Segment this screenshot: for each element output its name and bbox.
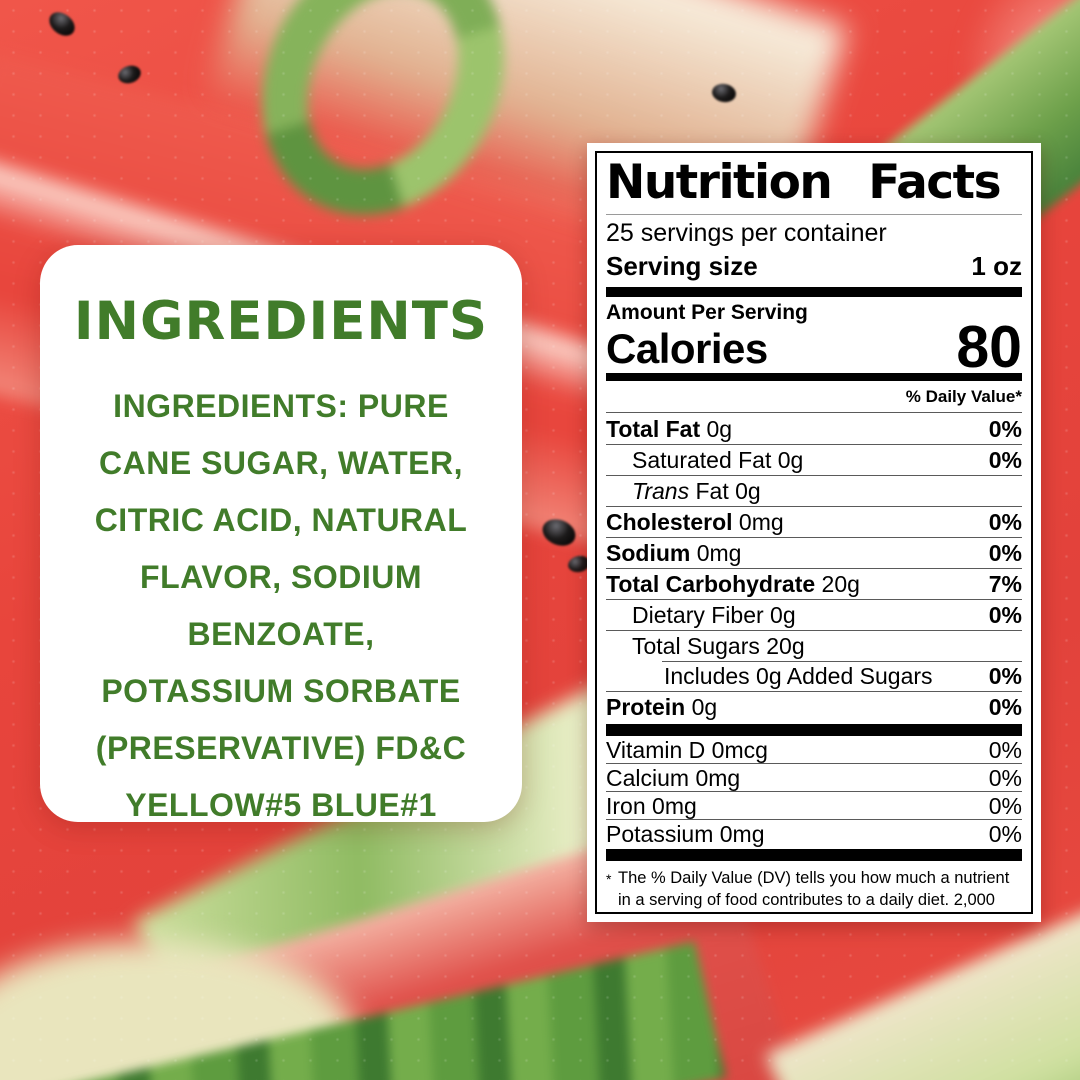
nutrient-row: Saturated Fat 0g 0% xyxy=(606,443,1022,475)
nutrient-row: Total Fat 0g 0% xyxy=(606,415,1022,442)
nutrient-row: Total Sugars 20g xyxy=(606,629,1022,661)
servings-per-container: 25 servings per container xyxy=(606,219,887,247)
nutrient-row: Trans Fat 0g xyxy=(606,474,1022,506)
vitamin-rows: Vitamin D 0mcg 0% Calcium 0mg 0% Iron 0mg 0% P… xyxy=(606,736,1022,847)
nutrient-row: Cholesterol 0mg 0% xyxy=(606,505,1022,537)
daily-value-footnote: * The % Daily Value (DV) tells you how m… xyxy=(606,861,1022,912)
nutrition-facts-title: Nutrition Facts xyxy=(606,155,1022,215)
nutrition-facts-label: Nutrition Facts 25 servings per containe… xyxy=(587,143,1041,922)
nutrition-facts-border: Nutrition Facts 25 servings per containe… xyxy=(595,151,1033,914)
nutrient-row: Sodium 0mg 0% xyxy=(606,536,1022,568)
nutrient-row: Calcium 0mg 0% xyxy=(606,763,1022,791)
ingredients-title: INGREDIENTS xyxy=(73,291,489,352)
nutrient-row: Dietary Fiber 0g 0% xyxy=(606,598,1022,630)
calories-label: Calories xyxy=(606,325,768,372)
nutrient-row: Total Carbohydrate 20g 7% xyxy=(606,567,1022,599)
calories-row: Calories 80 xyxy=(606,314,1022,380)
thick-divider-bar xyxy=(606,724,1022,736)
daily-value-header: % Daily Value* xyxy=(606,381,1022,413)
nutrient-rows: Total Fat 0g 0% Saturated Fat 0g 0% Trans Fa… xyxy=(606,413,1022,722)
nutrient-row: Potassium 0mg 0% xyxy=(606,819,1022,847)
nutrient-row: Protein 0g 0% xyxy=(606,691,1022,722)
footnote-text: The % Daily Value (DV) tells you how muc… xyxy=(618,869,1010,909)
nutrient-row: Vitamin D 0mcg 0% xyxy=(606,737,1022,763)
nutrient-row: Includes 0g Added Sugars 0% xyxy=(606,660,1022,692)
thick-divider-bar xyxy=(606,287,1022,297)
nutrient-row: Iron 0mg 0% xyxy=(606,791,1022,819)
ingredients-card: INGREDIENTS INGREDIENTS: PURE CANE SUGAR… xyxy=(40,245,522,823)
serving-size-row: Serving size 1 oz xyxy=(606,249,1022,287)
calories-value: 80 xyxy=(956,314,1022,380)
footnote-asterisk: * xyxy=(606,871,612,887)
ingredients-text: INGREDIENTS: PURE CANE SUGAR, WATER, CIT… xyxy=(94,388,468,823)
serving-size-label: Serving size xyxy=(606,251,758,281)
medium-divider-bar xyxy=(606,373,1022,381)
thick-divider-bar xyxy=(606,849,1022,861)
serving-size-value: 1 oz xyxy=(971,251,1022,281)
amount-per-serving-label: Amount Per Serving xyxy=(606,301,808,324)
